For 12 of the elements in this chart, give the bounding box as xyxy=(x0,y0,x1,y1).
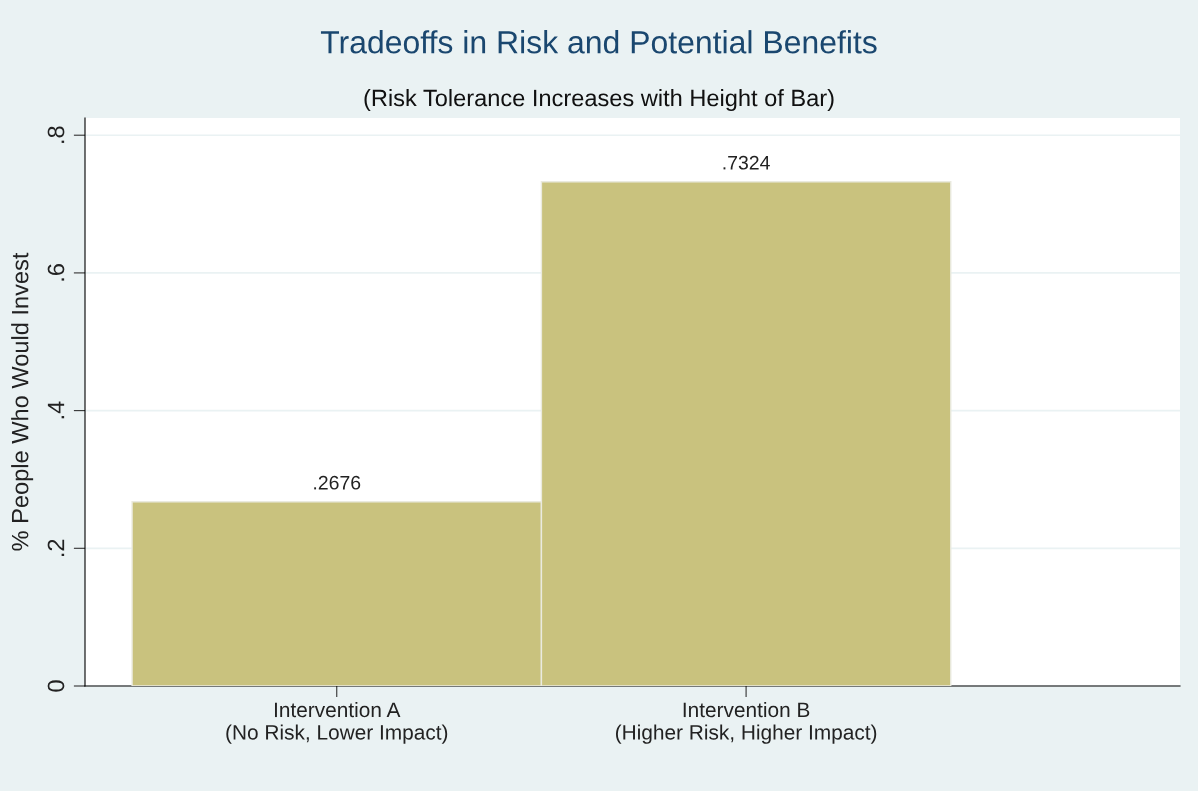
data-label: .2676 xyxy=(314,475,361,490)
x-tick-label: Intervention B (Higher Risk, Higher Impact) xyxy=(615,701,877,744)
y-tick-label: .2 xyxy=(47,539,65,556)
y-tick-label: .8 xyxy=(47,126,65,143)
y-axis-title: % People Who Would Invest xyxy=(11,252,34,551)
chart-subtitle: (Risk Tolerance Increases with Height of Bar) xyxy=(364,89,834,111)
x-tick-label: Intervention A (No Risk, Lower Impact) xyxy=(226,701,448,744)
chart-title: Tradeoffs in Risk and Potential Benefits xyxy=(320,30,877,54)
y-tick-label: .6 xyxy=(47,264,65,281)
data-label: .7324 xyxy=(723,155,770,170)
y-tick-label: .4 xyxy=(47,401,65,419)
y-tick-label: 0 xyxy=(47,680,65,692)
